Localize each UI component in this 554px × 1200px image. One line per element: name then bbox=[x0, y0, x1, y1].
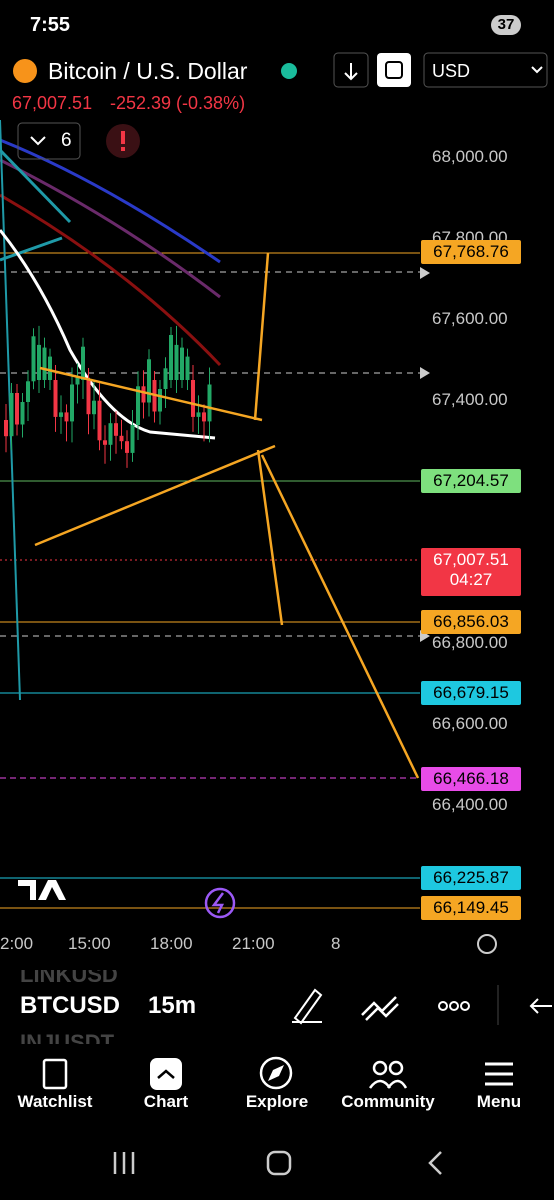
candle-body bbox=[81, 346, 85, 380]
symbol-item[interactable]: LINKUSD bbox=[20, 962, 118, 987]
candle-body bbox=[158, 389, 162, 412]
candle-body bbox=[191, 380, 195, 417]
candle-body bbox=[169, 335, 173, 380]
indicator-count[interactable]: 6 bbox=[61, 130, 72, 151]
candle-body bbox=[202, 412, 206, 422]
nav-label: Explore bbox=[245, 1092, 309, 1111]
candle-body bbox=[20, 402, 25, 425]
time-axis-label: 18:00 bbox=[150, 934, 193, 953]
price-tag: 66,225.87 bbox=[421, 866, 521, 890]
candle-body bbox=[48, 356, 52, 380]
price-axis-label: 66,800.00 bbox=[432, 633, 508, 652]
candle-body bbox=[125, 441, 129, 453]
time-axis-label: 2:00 bbox=[0, 934, 34, 953]
battery-level: 37 bbox=[497, 16, 515, 33]
candle-body bbox=[185, 356, 190, 380]
candle-body bbox=[174, 344, 179, 380]
candle-body bbox=[92, 400, 96, 415]
nav-chart[interactable]: Chart bbox=[111, 1058, 221, 1112]
candle-body bbox=[75, 376, 80, 385]
price-change: -252.39 (-0.38%) bbox=[110, 93, 246, 113]
currency-select[interactable]: USD bbox=[432, 61, 471, 81]
symbol-title[interactable]: Bitcoin / U.S. Dollar bbox=[48, 58, 248, 84]
price-tag-label: 67,007.51 bbox=[433, 550, 509, 569]
symbol-item[interactable]: INJUSDT bbox=[20, 1030, 115, 1055]
nav-label: Watchlist bbox=[17, 1092, 93, 1111]
price-tag: 67,007.51 04:27 bbox=[421, 548, 521, 596]
price-tag: 66,149.45 bbox=[421, 896, 521, 920]
candle-body bbox=[64, 412, 69, 422]
nav-label: Community bbox=[341, 1092, 435, 1111]
status-time: 7:55 bbox=[30, 14, 71, 36]
price-tag: 66,466.18 bbox=[421, 767, 521, 791]
interval[interactable]: 15m bbox=[148, 992, 197, 1019]
nav-label: Chart bbox=[143, 1092, 189, 1111]
candle-body bbox=[31, 336, 36, 382]
price-axis-label: 68,000.00 bbox=[432, 147, 508, 166]
symbol-current[interactable]: BTCUSD bbox=[20, 992, 120, 1019]
price-axis-label: 66,600.00 bbox=[432, 714, 508, 733]
candle-body bbox=[97, 400, 102, 441]
candle-body bbox=[42, 347, 47, 380]
nav-label: Menu bbox=[476, 1092, 522, 1111]
candle-body bbox=[9, 393, 14, 437]
price-tag: 67,768.76 bbox=[421, 240, 521, 264]
price-axis-label: 67,400.00 bbox=[432, 390, 508, 409]
candle-body bbox=[163, 368, 168, 389]
candle-body bbox=[70, 384, 74, 422]
nav-community[interactable]: Community bbox=[333, 1058, 443, 1112]
candle-body bbox=[103, 440, 107, 445]
candle-body bbox=[59, 412, 63, 417]
candle-body bbox=[37, 344, 41, 380]
candle-body bbox=[4, 420, 8, 437]
time-axis-label: 15:00 bbox=[68, 934, 111, 953]
candle-body bbox=[141, 386, 146, 403]
candle-body bbox=[119, 435, 124, 442]
candle-body bbox=[108, 423, 113, 445]
nav-menu[interactable]: Menu bbox=[444, 1058, 554, 1112]
price-axis-label: 67,600.00 bbox=[432, 309, 508, 328]
candle-body bbox=[26, 381, 30, 402]
candle-body bbox=[147, 359, 151, 403]
price-axis-label: 66,400.00 bbox=[432, 795, 508, 814]
candle-body bbox=[207, 384, 212, 422]
bar-timer: 04:27 bbox=[449, 570, 493, 589]
price-tag: 67,204.57 bbox=[421, 469, 521, 493]
candle-body bbox=[53, 380, 58, 417]
last-price: 67,007.51 bbox=[12, 93, 93, 113]
candle-body bbox=[15, 393, 19, 425]
time-axis-label: 8 bbox=[331, 934, 341, 953]
nav-explore[interactable]: Explore bbox=[222, 1058, 332, 1112]
candle-body bbox=[114, 423, 118, 436]
candle-body bbox=[130, 425, 135, 453]
candle-body bbox=[196, 412, 201, 417]
time-axis-label: 21:00 bbox=[232, 934, 275, 953]
candle-body bbox=[86, 380, 91, 415]
candle-body bbox=[136, 386, 140, 425]
price-tag: 66,856.03 bbox=[421, 610, 521, 634]
nav-watchlist[interactable]: Watchlist bbox=[0, 1058, 110, 1112]
candle-body bbox=[180, 347, 184, 380]
price-tag: 66,679.15 bbox=[421, 681, 521, 705]
